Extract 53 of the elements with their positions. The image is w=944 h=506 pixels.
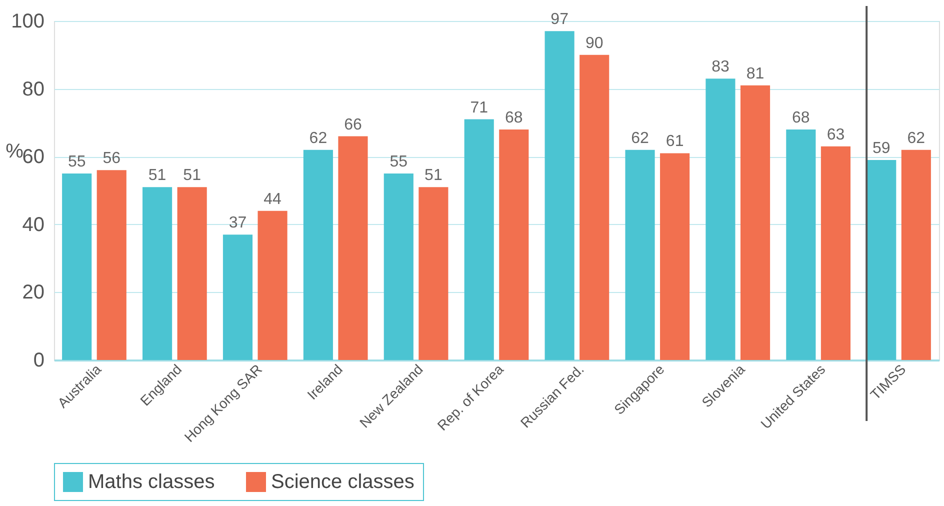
bar [820,146,850,360]
y-tick-label: 80 [22,78,44,100]
bar [740,85,770,360]
legend-label: Maths classes [88,471,215,493]
bar [706,78,736,360]
data-label: 62 [631,130,650,147]
bar [786,129,816,360]
data-label: 68 [504,109,523,126]
data-label: 51 [148,167,166,184]
bar [901,150,931,360]
data-label: 51 [424,167,442,184]
data-label: 71 [470,99,488,116]
data-label: 68 [792,109,810,126]
data-label: 37 [228,214,247,232]
y-axis-title: % [6,140,24,162]
bar [866,160,896,360]
data-label: 66 [344,116,362,134]
bar [177,187,207,360]
data-label: 81 [746,65,764,82]
bar [499,129,529,360]
data-label: 44 [264,190,282,208]
bar [142,187,172,360]
bar [338,136,368,360]
data-label: 59 [872,140,890,157]
data-label: 97 [550,11,569,28]
bar [222,234,253,360]
y-tick-label: 0 [33,350,44,372]
data-label: 56 [102,150,121,168]
bar [384,174,414,360]
data-label: 90 [585,34,604,52]
y-tick-label: 40 [22,214,44,236]
data-label: 63 [826,126,845,144]
bar [303,150,333,360]
data-label: 61 [666,133,684,150]
data-label: 55 [390,154,408,171]
data-label: 83 [712,58,730,76]
bar [418,187,448,360]
data-label: 51 [183,167,202,184]
bar [625,150,655,360]
bar [464,119,494,360]
y-tick-label: 100 [11,10,44,32]
y-tick-label: 20 [22,282,44,304]
data-label: 55 [68,154,86,171]
data-label: 62 [907,130,926,147]
bar [62,174,92,360]
legend-label: Science classes [271,471,414,493]
bar [96,170,126,360]
bar [660,153,690,360]
bar [544,31,574,360]
data-label: 62 [309,130,328,147]
y-tick-label: 60 [22,146,44,168]
bar [258,210,288,360]
bar [580,54,610,360]
